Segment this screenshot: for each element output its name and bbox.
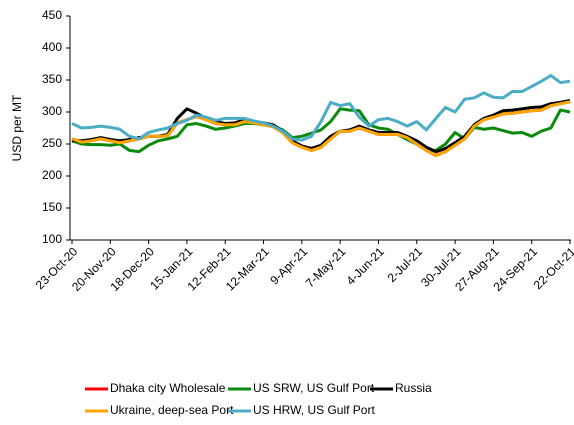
y-tick-label: 400: [42, 40, 62, 54]
legend-label: Dhaka city Wholesale: [110, 381, 226, 395]
legend-label: Ukraine, deep-sea Port: [110, 403, 234, 417]
y-tick-label: 300: [42, 104, 62, 118]
series-line: [71, 107, 571, 154]
y-tick-label: 200: [42, 168, 62, 182]
series-line: [72, 99, 571, 154]
y-tick-label: 100: [42, 232, 62, 246]
legend-label: US SRW, US Gulf Port: [253, 381, 375, 395]
y-tick-label: 350: [42, 72, 62, 86]
y-tick-label: 450: [42, 8, 62, 22]
y-tick-label: 250: [42, 136, 62, 150]
legend-label: US HRW, US Gulf Port: [253, 403, 375, 417]
series-line: [71, 100, 571, 158]
legend-label: Russia: [395, 381, 432, 395]
series-line: [71, 74, 571, 142]
y-axis-label: USD per MT: [10, 94, 24, 161]
x-tick-label: 22-Oct-21: [531, 244, 574, 292]
x-tick-label: 4-Jun-21: [343, 244, 387, 288]
y-tick-label: 150: [42, 200, 62, 214]
x-tick-label: 7-May-21: [303, 244, 349, 290]
